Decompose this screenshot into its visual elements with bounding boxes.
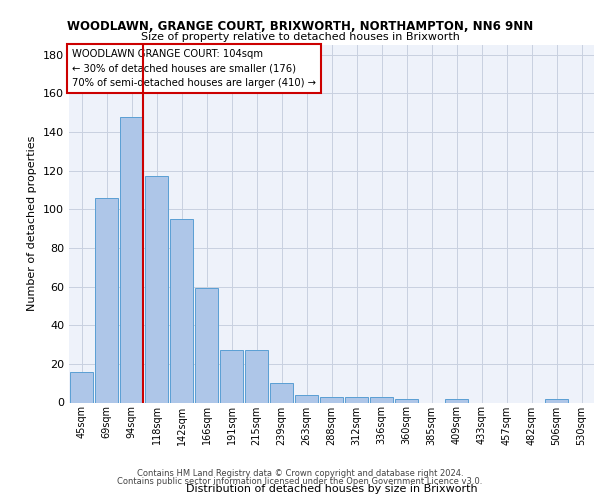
Text: Size of property relative to detached houses in Brixworth: Size of property relative to detached ho…: [140, 32, 460, 42]
Y-axis label: Number of detached properties: Number of detached properties: [28, 136, 37, 312]
Bar: [445, 398, 468, 402]
Text: Contains HM Land Registry data © Crown copyright and database right 2024.: Contains HM Land Registry data © Crown c…: [137, 468, 463, 477]
Bar: [295, 395, 318, 402]
Bar: [270, 383, 293, 402]
Bar: [370, 396, 393, 402]
Bar: [545, 398, 568, 402]
Bar: [395, 398, 418, 402]
X-axis label: Distribution of detached houses by size in Brixworth: Distribution of detached houses by size …: [185, 484, 478, 494]
Bar: [145, 176, 168, 402]
Bar: [120, 116, 143, 403]
Text: WOODLAWN, GRANGE COURT, BRIXWORTH, NORTHAMPTON, NN6 9NN: WOODLAWN, GRANGE COURT, BRIXWORTH, NORTH…: [67, 20, 533, 33]
Bar: [70, 372, 93, 402]
Bar: [195, 288, 218, 403]
Bar: [245, 350, 268, 403]
Bar: [95, 198, 118, 402]
Text: Contains public sector information licensed under the Open Government Licence v3: Contains public sector information licen…: [118, 477, 482, 486]
Bar: [170, 219, 193, 402]
Bar: [320, 396, 343, 402]
Text: WOODLAWN GRANGE COURT: 104sqm
← 30% of detached houses are smaller (176)
70% of : WOODLAWN GRANGE COURT: 104sqm ← 30% of d…: [71, 48, 316, 88]
Bar: [220, 350, 243, 403]
Bar: [345, 396, 368, 402]
